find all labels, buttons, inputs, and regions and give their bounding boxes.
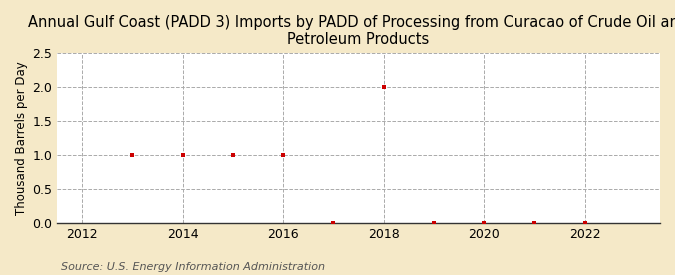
- Title: Annual Gulf Coast (PADD 3) Imports by PADD of Processing from Curacao of Crude O: Annual Gulf Coast (PADD 3) Imports by PA…: [28, 15, 675, 47]
- Point: [479, 221, 489, 225]
- Text: Source: U.S. Energy Information Administration: Source: U.S. Energy Information Administ…: [61, 262, 325, 272]
- Point: [277, 153, 288, 157]
- Point: [429, 221, 439, 225]
- Point: [227, 153, 238, 157]
- Point: [178, 153, 188, 157]
- Point: [328, 221, 339, 225]
- Point: [579, 221, 590, 225]
- Point: [529, 221, 540, 225]
- Y-axis label: Thousand Barrels per Day: Thousand Barrels per Day: [15, 61, 28, 215]
- Point: [378, 85, 389, 89]
- Point: [127, 153, 138, 157]
